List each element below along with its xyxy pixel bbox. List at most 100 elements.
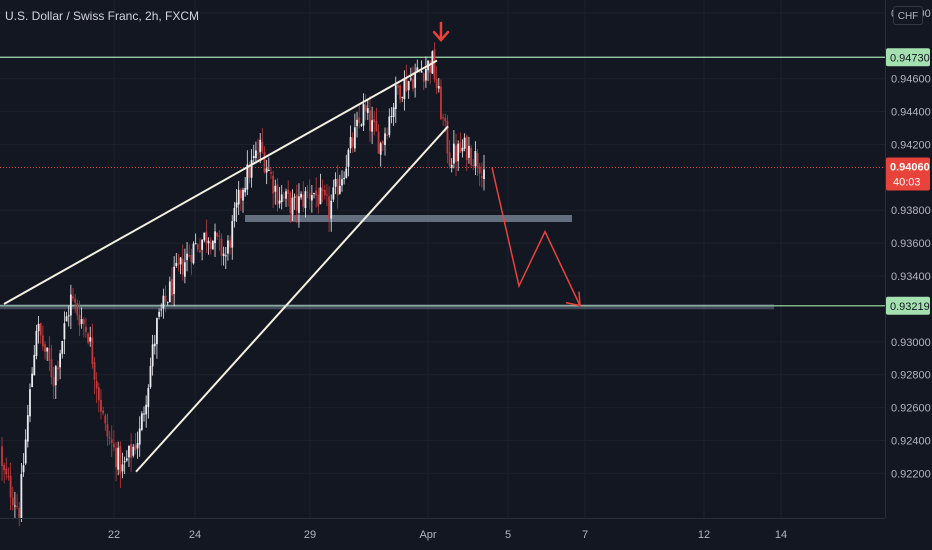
candle [177,253,180,272]
candle-body [149,366,152,388]
candle-body [437,86,440,89]
candle-body [194,243,197,245]
price-tags: 0.94730 0.93219 0.94060 40:03 [886,48,930,315]
y-tick-label: 0.94200 [891,139,931,151]
candle [48,336,51,372]
candle [112,430,115,452]
candle [121,452,124,479]
candle-body [250,160,253,178]
candle [353,113,356,152]
candle-body [308,193,311,199]
candle-body [175,262,178,267]
candle [5,457,8,480]
candle-body [435,78,438,89]
candle-body [168,281,171,303]
x-tick-label: 5 [505,529,511,541]
candle-body [80,319,83,324]
candle-body [267,169,270,171]
last-price-label: 0.94060 [890,161,930,173]
candle-body [422,73,425,82]
candle [20,462,23,523]
candle-body [69,294,72,316]
candle-body [74,298,77,303]
candle-body [35,330,38,357]
candle [39,322,42,344]
candle-body [119,445,122,474]
candle [291,189,294,221]
candle-body [272,175,275,194]
candle [351,132,354,153]
candle-body [39,322,42,336]
price-axis[interactable] [0,0,886,519]
candle [362,93,365,132]
resistance-tag-bg [886,48,930,67]
candle-body [153,343,156,347]
candle-body [239,190,242,199]
candle-body [9,475,12,498]
candle [224,247,227,270]
candle-body [386,134,389,136]
candle [463,133,466,152]
candle [220,233,223,266]
candle [461,139,464,158]
wedge-upper-line [3,59,438,305]
candle-body [222,253,225,257]
candle [82,317,85,338]
candle [384,127,386,156]
candle-body [397,85,399,88]
candle-body [476,153,479,169]
candle-body [358,117,361,123]
candles [1,42,485,527]
candle-body [409,78,412,80]
candle [478,163,481,187]
candle-body [263,151,266,173]
candle-body [108,437,111,439]
candle [235,189,238,222]
candle-body [412,79,414,89]
candle-body [274,185,277,192]
candle-body [31,373,34,388]
candle [255,141,257,162]
candle-body [392,107,395,118]
candle [207,237,210,255]
candle-body [472,165,475,167]
candle-body [3,465,6,471]
candle [3,462,6,484]
candle-body [285,191,287,199]
candle [308,179,311,210]
candle [65,311,68,322]
candle-body [455,145,457,162]
candle [149,357,152,389]
candle [9,462,12,510]
candle [115,441,117,482]
candle-body [244,188,247,193]
candle [414,63,417,98]
candle [54,364,57,400]
candle [44,341,46,360]
candle-body [1,446,3,467]
candle [239,188,242,211]
candle-body [416,67,419,72]
candle-body [104,415,107,424]
candle-body [156,318,158,345]
y-tick-label: 0.92800 [891,370,931,382]
candle [37,315,40,344]
currency-label[interactable]: CHF [893,6,923,25]
candle [123,456,126,475]
candle [397,83,399,96]
candle [244,176,247,197]
candle-body [425,68,427,81]
candle [229,235,231,255]
candle [119,441,122,488]
candle-body [282,196,285,198]
candle [317,187,320,214]
candle [140,411,143,432]
candle-body [246,164,249,190]
candle-body [401,96,404,98]
projection-path[interactable] [432,21,581,307]
candle [263,146,266,174]
rising-wedge[interactable] [3,59,449,473]
candle [160,303,163,317]
candle-body [257,152,259,154]
